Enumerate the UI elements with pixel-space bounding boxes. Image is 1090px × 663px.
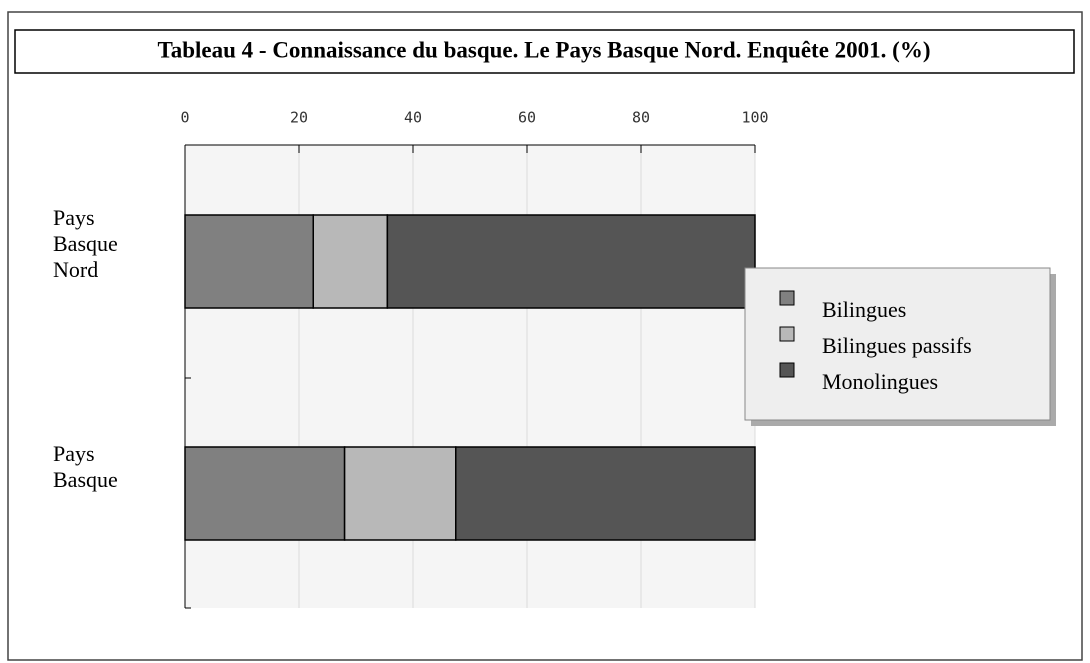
category-label: Pays Basque Nord xyxy=(53,205,118,282)
bar-segment xyxy=(312,214,389,309)
legend-swatch xyxy=(779,326,795,342)
legend-label: Monolingues xyxy=(822,369,938,394)
bar-segment xyxy=(386,214,756,309)
bar-segment xyxy=(184,214,314,309)
x-tick-label: 60 xyxy=(518,109,536,127)
title-box xyxy=(14,29,1075,74)
category-label: Pays Basque xyxy=(53,441,118,492)
bar-segment xyxy=(184,446,346,541)
bar-segment xyxy=(343,446,457,541)
x-tick-label: 0 xyxy=(180,109,189,127)
legend-swatch xyxy=(779,290,795,306)
chart-title: Tableau 4 - Connaissance du basque. Le P… xyxy=(158,37,931,62)
x-tick-label: 40 xyxy=(404,109,422,127)
x-tick-label: 100 xyxy=(741,109,768,127)
legend-box xyxy=(744,267,1051,421)
x-tick-label: 80 xyxy=(632,109,650,127)
x-tick-label: 20 xyxy=(290,109,308,127)
legend-label: Bilingues passifs xyxy=(822,333,972,358)
legend-label: Bilingues xyxy=(822,297,906,322)
bar-segment xyxy=(455,446,756,541)
legend-swatch xyxy=(779,362,795,378)
